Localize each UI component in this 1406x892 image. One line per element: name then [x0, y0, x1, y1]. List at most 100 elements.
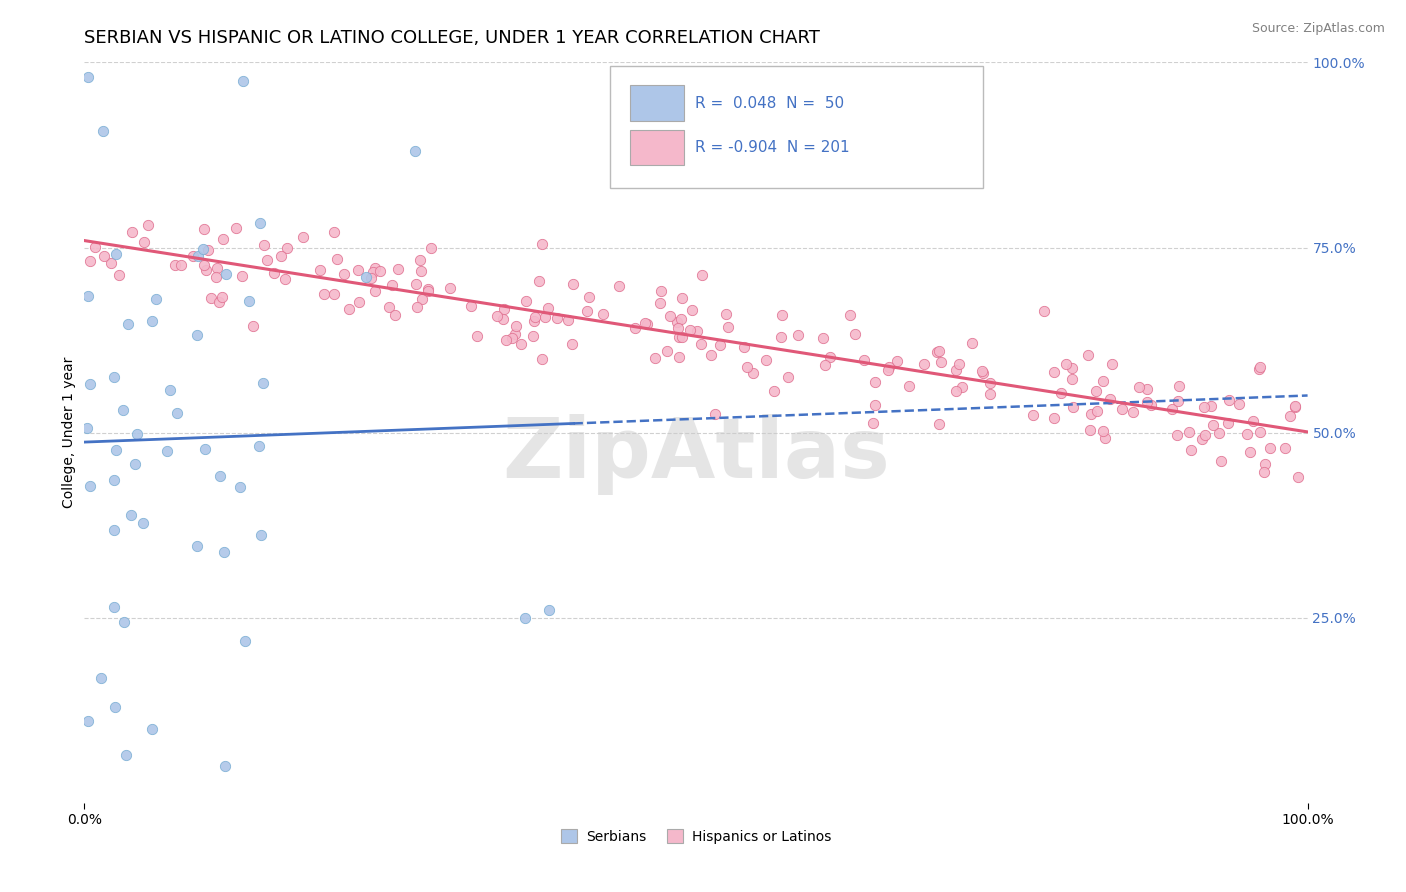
- Point: [1227, 397, 1250, 411]
- Point: [755, 353, 778, 368]
- Point: [193, 222, 215, 236]
- Point: [191, 242, 214, 256]
- Point: [214, 267, 236, 281]
- Point: [76, 421, 98, 435]
- Point: [409, 264, 432, 278]
- Point: [717, 320, 740, 334]
- Point: [205, 261, 228, 276]
- Point: [1166, 428, 1188, 442]
- Point: [960, 336, 983, 351]
- Point: [229, 480, 252, 494]
- Point: [208, 295, 231, 310]
- Point: [238, 293, 260, 308]
- Point: [1099, 392, 1122, 407]
- Point: [770, 330, 793, 344]
- Point: [104, 699, 127, 714]
- Point: [1077, 349, 1099, 363]
- Point: [460, 300, 482, 314]
- Point: [876, 363, 898, 377]
- Point: [77, 70, 100, 85]
- Point: [669, 311, 692, 326]
- Point: [1160, 401, 1182, 416]
- Point: [877, 360, 900, 375]
- Point: [928, 343, 950, 358]
- Point: [1284, 401, 1306, 415]
- Point: [1094, 431, 1116, 445]
- Point: [607, 278, 630, 293]
- Point: [274, 272, 297, 286]
- Point: [592, 307, 614, 321]
- Point: [897, 379, 920, 393]
- Point: [361, 265, 384, 279]
- Point: [1247, 362, 1270, 376]
- Point: [972, 364, 994, 378]
- Point: [979, 376, 1001, 390]
- Point: [537, 301, 560, 315]
- Point: [1032, 304, 1054, 318]
- Y-axis label: College, Under 1 year: College, Under 1 year: [62, 357, 76, 508]
- Point: [93, 249, 115, 263]
- Point: [312, 287, 335, 301]
- Point: [671, 291, 693, 305]
- Point: [929, 354, 952, 368]
- Point: [509, 337, 531, 351]
- Point: [1168, 378, 1191, 392]
- Point: [636, 318, 658, 332]
- Point: [671, 330, 693, 344]
- Point: [501, 331, 523, 345]
- Point: [682, 302, 704, 317]
- Point: [1236, 426, 1258, 441]
- Point: [165, 258, 187, 272]
- Point: [104, 246, 127, 260]
- Point: [242, 319, 264, 334]
- Point: [770, 308, 793, 322]
- Point: [1092, 375, 1115, 389]
- Point: [700, 348, 723, 362]
- Point: [409, 252, 432, 267]
- Point: [418, 284, 440, 298]
- Point: [360, 270, 382, 285]
- Point: [194, 263, 217, 277]
- Point: [578, 290, 600, 304]
- Point: [1241, 415, 1264, 429]
- Point: [1167, 394, 1189, 409]
- Point: [384, 308, 406, 322]
- Text: Source: ZipAtlas.com: Source: ZipAtlas.com: [1251, 22, 1385, 36]
- Point: [1194, 428, 1216, 442]
- Point: [523, 314, 546, 328]
- Point: [124, 458, 146, 472]
- Point: [1278, 409, 1301, 424]
- Point: [813, 358, 835, 372]
- Point: [658, 310, 681, 324]
- Point: [776, 370, 799, 384]
- Point: [690, 268, 713, 282]
- Point: [650, 295, 672, 310]
- Point: [668, 329, 690, 343]
- Point: [529, 274, 551, 288]
- Point: [839, 308, 862, 322]
- Point: [1062, 360, 1084, 375]
- Point: [187, 249, 209, 263]
- Point: [1085, 404, 1108, 418]
- Point: [1111, 401, 1133, 416]
- Point: [208, 469, 231, 483]
- Point: [505, 319, 527, 334]
- Point: [270, 249, 292, 263]
- Point: [186, 539, 208, 553]
- Point: [524, 310, 547, 324]
- Point: [762, 384, 785, 398]
- Point: [1218, 416, 1240, 430]
- Point: [1043, 365, 1066, 379]
- Point: [405, 277, 427, 292]
- Point: [1218, 393, 1240, 408]
- Point: [1201, 417, 1223, 432]
- Point: [141, 314, 163, 328]
- Point: [181, 249, 204, 263]
- Point: [863, 398, 886, 412]
- Point: [546, 311, 568, 326]
- Point: [406, 300, 429, 314]
- Point: [1078, 423, 1101, 437]
- Point: [733, 340, 755, 354]
- Legend: Serbians, Hispanics or Latinos: Serbians, Hispanics or Latinos: [555, 823, 837, 849]
- Point: [79, 254, 101, 268]
